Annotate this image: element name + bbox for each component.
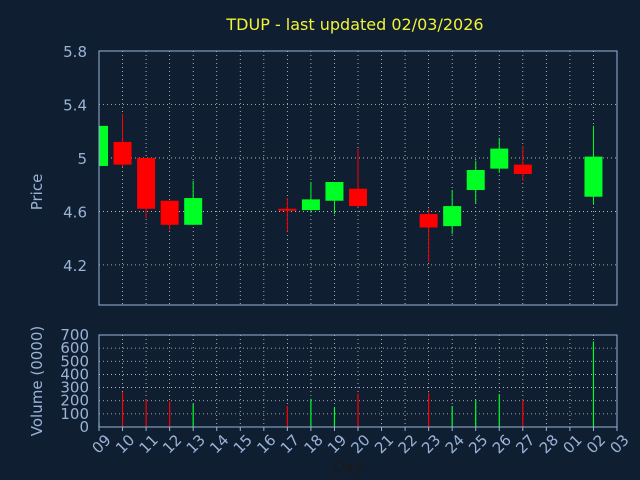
volume-tick-label: 600 bbox=[60, 339, 89, 357]
candle-body bbox=[160, 200, 179, 225]
x-tick-label: 14 bbox=[206, 431, 232, 457]
volume-tick-label: 100 bbox=[60, 405, 89, 423]
candle-body bbox=[301, 199, 320, 211]
x-tick-label: 27 bbox=[512, 431, 538, 457]
x-tick-label: 13 bbox=[183, 431, 209, 457]
candle-body bbox=[584, 156, 603, 197]
volume-tick-label: 400 bbox=[60, 365, 89, 383]
x-tick-label: 26 bbox=[489, 431, 515, 457]
candle-body bbox=[419, 214, 438, 228]
candle-body bbox=[325, 182, 344, 201]
x-tick-label: 28 bbox=[536, 431, 562, 457]
x-tick-label: 18 bbox=[300, 431, 326, 457]
x-tick-label: 09 bbox=[89, 431, 115, 457]
candle-layer bbox=[98, 113, 603, 263]
candle-body bbox=[490, 148, 509, 169]
x-tick-label: 02 bbox=[583, 431, 609, 457]
candle-body bbox=[184, 198, 203, 225]
x-tick-label: 15 bbox=[230, 431, 256, 457]
x-tick-label: 10 bbox=[112, 431, 138, 457]
x-tick-label: 03 bbox=[607, 431, 633, 457]
x-tick-label: 01 bbox=[559, 431, 585, 457]
x-tick-label: 20 bbox=[348, 431, 374, 457]
x-tick-label: 25 bbox=[465, 431, 491, 457]
x-tick-label: 21 bbox=[371, 431, 397, 457]
candle-body bbox=[278, 208, 297, 211]
grid-layer bbox=[98, 50, 618, 428]
price-tick-label: 5 bbox=[77, 150, 87, 168]
x-tick-label: 23 bbox=[418, 431, 444, 457]
price-tick-label: 5.8 bbox=[63, 43, 87, 61]
x-tick-label: 16 bbox=[253, 431, 279, 457]
price-panel-frame bbox=[98, 50, 618, 306]
chart-title: TDUP - last updated 02/03/2026 bbox=[225, 15, 483, 34]
price-tick-label: 5.4 bbox=[63, 96, 87, 114]
candle-body bbox=[113, 141, 132, 165]
x-tick-label: 22 bbox=[395, 431, 421, 457]
x-tick-label: 12 bbox=[159, 431, 185, 457]
x-tick-label: 11 bbox=[136, 431, 162, 457]
volume-tick-label: 0 bbox=[79, 418, 89, 436]
candle-body bbox=[466, 169, 485, 191]
price-axis-label: Price bbox=[28, 174, 46, 211]
candle-body bbox=[99, 125, 108, 166]
price-tick-label: 4.2 bbox=[63, 257, 87, 275]
volume-tick-label: 200 bbox=[60, 392, 89, 410]
x-tick-label: 24 bbox=[442, 431, 468, 457]
x-tick-label: 19 bbox=[324, 431, 350, 457]
price-tick-label: 4.6 bbox=[63, 203, 87, 221]
volume-tick-label: 300 bbox=[60, 379, 89, 397]
candle-body bbox=[513, 164, 532, 174]
x-axis-label: Day bbox=[333, 458, 363, 476]
volume-tick-label: 500 bbox=[60, 352, 89, 370]
candle-body bbox=[349, 188, 367, 207]
volume-axis-label: Volume (0000) bbox=[28, 326, 46, 436]
candle-body bbox=[137, 157, 156, 209]
volume-tick-label: 700 bbox=[60, 326, 89, 344]
candle-body bbox=[443, 206, 462, 227]
x-tick-label: 17 bbox=[277, 431, 303, 457]
